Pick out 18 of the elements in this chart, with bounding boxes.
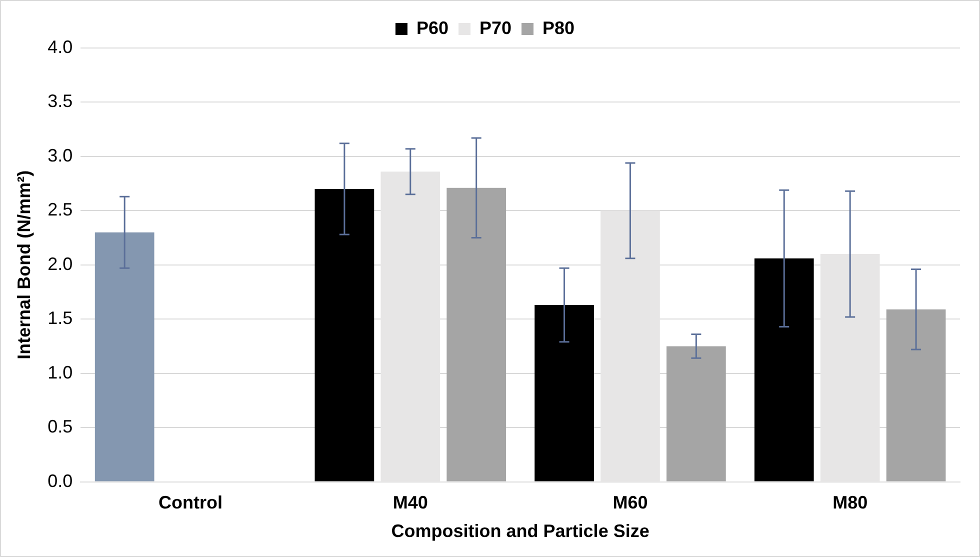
y-tick-label: 1.0	[48, 362, 73, 382]
y-tick-label: 4.0	[48, 36, 73, 57]
y-axis-title: Internal Bond (N/mm²)	[14, 170, 34, 360]
y-tick-label: 3.0	[48, 145, 73, 166]
y-tick-label: 2.5	[48, 200, 73, 220]
x-axis-title: Composition and Particle Size	[391, 521, 650, 542]
legend-label: P60	[416, 18, 448, 38]
y-tick-label: 1.5	[48, 308, 73, 328]
legend-label: P80	[542, 18, 575, 38]
x-tick-label: M60	[612, 492, 648, 513]
x-tick-label: M80	[832, 492, 868, 513]
x-tick-label: Control	[158, 492, 223, 513]
y-tick-label: 3.5	[48, 91, 73, 112]
legend-label: P70	[479, 18, 512, 38]
y-tick-label: 2.0	[48, 254, 73, 274]
y-tick-label: 0.5	[48, 416, 73, 437]
y-tick-label: 0.0	[48, 470, 73, 491]
x-tick-label: M40	[392, 492, 428, 513]
